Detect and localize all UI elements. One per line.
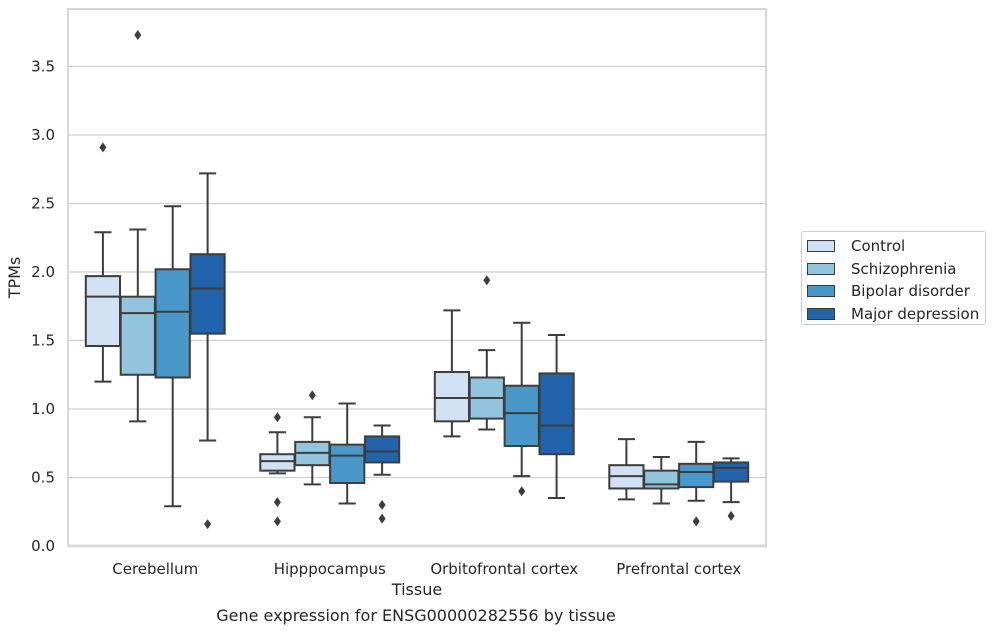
outlier-point	[378, 513, 386, 524]
chart-caption: Gene expression for ENSG00000282556 by t…	[216, 606, 616, 625]
box-bipolar-disorder	[154, 268, 191, 379]
box-control	[259, 453, 296, 472]
x-tick-label: Cerebellum	[112, 560, 198, 578]
legend-item: Schizophrenia	[807, 260, 956, 278]
box-bipolar-disorder	[678, 462, 715, 489]
legend-item: Control	[807, 237, 905, 255]
outlier-point	[273, 516, 281, 527]
legend-swatch	[807, 240, 835, 252]
outlier-point	[378, 499, 386, 510]
legend-item: Bipolar disorder	[807, 282, 970, 300]
y-tick-label: 1.5	[31, 332, 55, 350]
box-major-depression	[538, 372, 575, 456]
outlier-point	[204, 519, 212, 530]
y-tick-label: 0.5	[31, 469, 55, 487]
outlier-point	[308, 390, 316, 401]
legend-item: Major depression	[807, 305, 979, 323]
box-control	[433, 371, 471, 423]
outlier-point	[483, 275, 491, 286]
box-bipolar-disorder	[329, 443, 366, 484]
chart-legend: Control Schizophrenia Bipolar disorder Majo…	[801, 231, 986, 325]
box-control	[84, 275, 122, 347]
box-schizophrenia	[643, 469, 680, 490]
box-schizophrenia	[119, 295, 156, 376]
outlier-point	[518, 486, 526, 497]
legend-swatch	[807, 285, 835, 297]
y-tick-label: 2.0	[31, 263, 55, 281]
box-major-depression	[363, 435, 401, 464]
legend-label: Major depression	[851, 304, 980, 323]
legend-label: Bipolar disorder	[851, 282, 970, 300]
outlier-point	[727, 510, 735, 521]
legend-swatch	[807, 262, 835, 275]
outlier-point	[99, 142, 107, 153]
legend-label: Control	[851, 237, 906, 255]
y-tick-label: 1.0	[31, 400, 55, 418]
x-axis-label: Tissue	[391, 580, 442, 599]
x-tick-label: Prefrontal cortex	[616, 560, 741, 578]
y-tick-label: 2.5	[31, 195, 55, 213]
y-axis-label: TPMs	[5, 257, 24, 300]
box-major-depression	[712, 461, 750, 483]
y-tick-label: 0.0	[31, 537, 55, 555]
box-major-depression	[189, 253, 226, 335]
outlier-point	[692, 516, 700, 527]
x-tick-label: Orbitofrontal cortex	[430, 560, 578, 578]
x-tick-label: Hipppocampus	[274, 560, 386, 578]
box-bipolar-disorder	[503, 384, 540, 447]
y-tick-label: 3.5	[31, 58, 55, 76]
y-tick-label: 3.0	[31, 126, 55, 144]
outlier-point	[134, 30, 142, 41]
legend-label: Schizophrenia	[851, 259, 957, 278]
outlier-point	[273, 497, 281, 508]
legend-swatch	[807, 307, 835, 320]
outlier-point	[273, 412, 281, 423]
